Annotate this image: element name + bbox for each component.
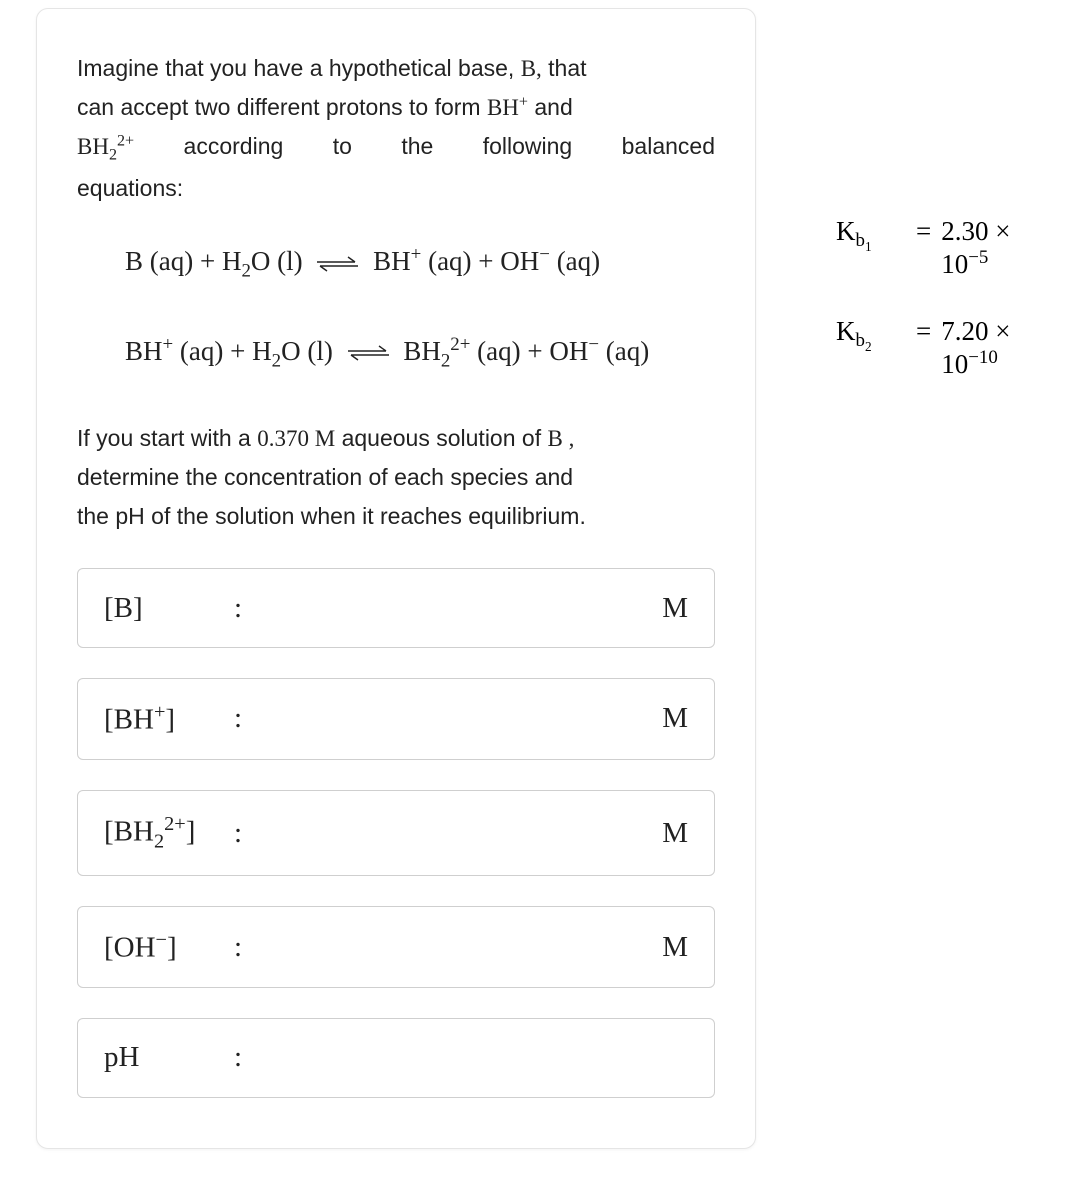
answer-input[interactable] bbox=[256, 930, 642, 964]
intro-l1b: that bbox=[542, 55, 587, 81]
answer-label: [OH−] bbox=[104, 929, 234, 965]
intro-l4: equations: bbox=[77, 175, 183, 201]
answer-input[interactable] bbox=[256, 591, 642, 625]
intro-base-symbol: B, bbox=[521, 56, 542, 81]
intro-text: Imagine that you have a hypothetical bas… bbox=[77, 49, 715, 208]
intro-l2a: can accept two different protons to form bbox=[77, 94, 487, 120]
equilibrium-arrow-icon bbox=[346, 340, 391, 367]
constants-column: Kb1 = 2.30 × 10−5 Kb2 = 7.20 × 10−10 bbox=[836, 216, 1010, 416]
question-card: Imagine that you have a hypothetical bas… bbox=[36, 8, 756, 1149]
colon: : bbox=[234, 817, 242, 850]
answer-box-0: [B]: M bbox=[77, 568, 715, 648]
answer-label: [B] bbox=[104, 592, 234, 625]
answer-label: [BH+] bbox=[104, 701, 234, 737]
equilibrium-arrow-icon bbox=[315, 251, 360, 278]
answer-label: [BH22+] bbox=[104, 813, 234, 853]
answer-unit: M bbox=[656, 817, 688, 850]
equations-block: B (aq) + H2O (l) BH+ (aq) + OH− (aq) BH+… bbox=[125, 236, 715, 379]
answer-label: pH bbox=[104, 1041, 234, 1074]
intro-bh: BH+ bbox=[487, 95, 528, 120]
answer-input[interactable] bbox=[256, 816, 642, 850]
answer-box-4: pH: bbox=[77, 1018, 715, 1098]
colon: : bbox=[234, 1041, 242, 1074]
answer-box-2: [BH22+]: M bbox=[77, 790, 715, 876]
question-text: If you start with a 0.370 M aqueous solu… bbox=[77, 419, 715, 536]
intro-l2b: and bbox=[528, 94, 573, 120]
answer-unit: M bbox=[656, 931, 688, 964]
intro-l1a: Imagine that you have a hypothetical bas… bbox=[77, 55, 521, 81]
answer-unit: M bbox=[656, 592, 688, 625]
answer-box-3: [OH−]: M bbox=[77, 906, 715, 988]
kb1: Kb1 = 2.30 × 10−5 bbox=[836, 216, 1010, 280]
colon: : bbox=[234, 702, 242, 735]
equation-1: B (aq) + H2O (l) BH+ (aq) + OH− (aq) bbox=[125, 236, 715, 289]
answer-input[interactable] bbox=[256, 1041, 642, 1075]
answer-unit: M bbox=[656, 702, 688, 735]
intro-bh2: BH22+ bbox=[77, 134, 134, 159]
colon: : bbox=[234, 592, 242, 625]
equation-2: BH+ (aq) + H2O (l) BH22+ (aq) + OH− (aq) bbox=[125, 326, 715, 379]
intro-l3: according to the following balanced bbox=[134, 133, 715, 159]
kb2: Kb2 = 7.20 × 10−10 bbox=[836, 316, 1010, 380]
answer-box-1: [BH+]: M bbox=[77, 678, 715, 760]
colon: : bbox=[234, 931, 242, 964]
answer-input[interactable] bbox=[256, 702, 642, 736]
